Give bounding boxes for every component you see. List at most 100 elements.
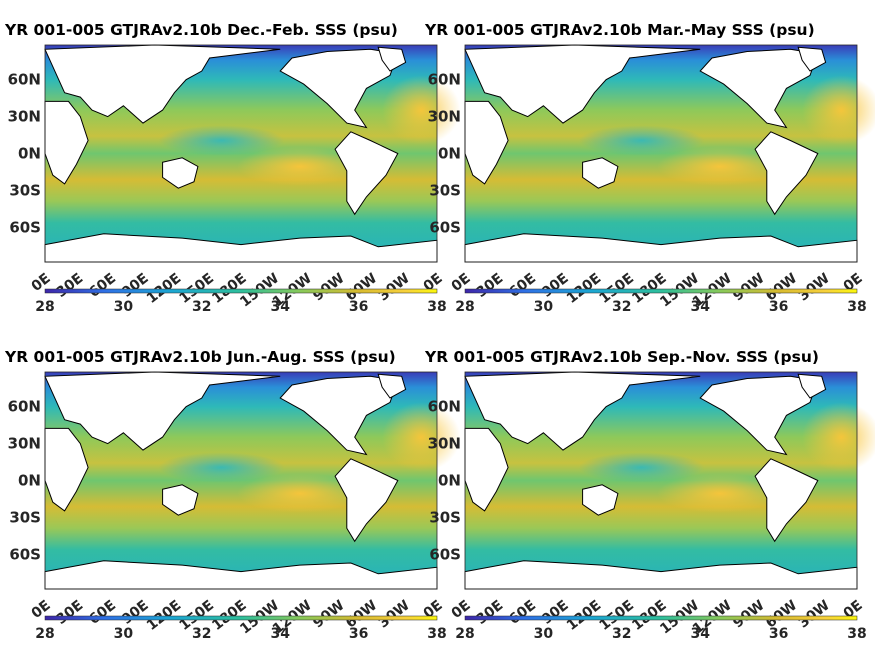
lon-tick-label: 90W — [310, 597, 347, 631]
lat-tick-label: 60S — [429, 218, 461, 236]
eurasia-land — [464, 44, 701, 124]
colorbar-tick-label: 36 — [349, 299, 368, 315]
panel-title: YR 001-005 GTJRAv2.10b Mar.-May SSS (psu… — [424, 21, 815, 39]
lat-tick-label: 60N — [428, 398, 461, 416]
colorbar-tick-label: 30 — [114, 299, 134, 315]
warm-pool-fresh — [578, 125, 705, 156]
map-panel: YR 001-005 GTJRAv2.10b Jun.-Aug. SSS (ps… — [4, 348, 461, 642]
lon-tick-label: 90W — [730, 597, 767, 631]
lat-tick-label: 60N — [8, 71, 41, 89]
australia-land — [162, 157, 199, 189]
africa-land — [44, 427, 89, 512]
lat-tick-label: 30S — [9, 508, 41, 526]
lon-tick-label: 30E — [474, 597, 507, 627]
subtropical-salinity-max — [237, 146, 363, 187]
lat-tick-label: 0N — [18, 472, 41, 490]
panel-title: YR 001-005 GTJRAv2.10b Dec.-Feb. SSS (ps… — [4, 21, 398, 39]
lon-tick-label: 30W — [796, 270, 833, 304]
lon-tick-label: 30W — [376, 597, 413, 631]
warm-pool-fresh — [158, 125, 285, 156]
colorbar-tick-label: 30 — [114, 626, 134, 642]
lat-tick-label: 60N — [428, 71, 461, 89]
panel-title: YR 001-005 GTJRAv2.10b Sep.-Nov. SSS (ps… — [424, 348, 819, 366]
lon-tick-label: 120E — [564, 270, 604, 306]
colorbar — [44, 288, 438, 294]
greenland-land — [377, 373, 407, 399]
australia-land — [582, 484, 619, 516]
lon-tick-label: 30E — [54, 270, 87, 300]
colorbar — [44, 615, 438, 621]
americas-south-land — [754, 458, 819, 543]
lon-tick-label: 30W — [796, 597, 833, 631]
colorbar-tick-label: 38 — [847, 299, 866, 315]
americas-south-land — [754, 131, 819, 216]
atlantic-salinity-max — [382, 402, 461, 472]
lat-tick-label: 30N — [428, 108, 461, 126]
americas-north-land — [699, 48, 819, 129]
lat-tick-label: 30S — [429, 508, 461, 526]
colorbar-tick-label: 34 — [690, 626, 710, 642]
map-panel: YR 001-005 GTJRAv2.10b Sep.-Nov. SSS (ps… — [424, 348, 875, 642]
lat-tick-label: 30N — [428, 435, 461, 453]
colorbar-tick-label: 38 — [427, 626, 446, 642]
subtropical-salinity-max — [657, 146, 783, 187]
lon-tick-label: 30E — [474, 270, 507, 300]
australia-land — [162, 484, 199, 516]
colorbar-tick-label: 28 — [35, 299, 54, 315]
lon-tick-label: 120E — [144, 597, 184, 633]
colorbar-tick-label: 32 — [612, 299, 631, 315]
greenland-land — [797, 46, 827, 72]
colorbar-tick-label: 36 — [349, 626, 368, 642]
lat-tick-label: 30S — [9, 181, 41, 199]
map-frame — [44, 44, 438, 263]
australia-land — [582, 157, 619, 189]
lon-tick-label: 120E — [144, 270, 184, 306]
colorbar-tick-label: 30 — [534, 299, 554, 315]
americas-south-land — [334, 131, 399, 216]
colorbar-tick-label: 34 — [270, 626, 290, 642]
lat-tick-label: 0N — [18, 145, 41, 163]
warm-pool-fresh — [578, 452, 705, 483]
lat-tick-label: 0N — [438, 145, 461, 163]
colorbar-tick-label: 32 — [192, 626, 211, 642]
colorbar-tick-label: 32 — [192, 299, 211, 315]
americas-north-land — [699, 375, 819, 456]
eurasia-land — [44, 371, 281, 451]
atlantic-salinity-max — [382, 75, 461, 145]
eurasia-land — [464, 371, 701, 451]
americas-north-land — [279, 48, 399, 129]
colorbar-tick-label: 30 — [534, 626, 554, 642]
lon-tick-label: 30W — [376, 270, 413, 304]
greenland-land — [797, 373, 827, 399]
colorbar-tick-label: 32 — [612, 626, 631, 642]
colorbar-tick-label: 34 — [270, 299, 290, 315]
lat-tick-label: 30N — [8, 108, 41, 126]
greenland-land — [377, 46, 407, 72]
colorbar-tick-label: 34 — [690, 299, 710, 315]
colorbar-tick-label: 28 — [35, 626, 54, 642]
colorbar-tick-label: 36 — [769, 626, 788, 642]
map-frame — [44, 371, 438, 590]
colorbar-tick-label: 38 — [847, 626, 866, 642]
lon-tick-label: 90W — [730, 270, 767, 304]
lat-tick-label: 60S — [429, 545, 461, 563]
lon-tick-label: 90W — [310, 270, 347, 304]
panel-title: YR 001-005 GTJRAv2.10b Jun.-Aug. SSS (ps… — [4, 348, 396, 366]
americas-south-land — [334, 458, 399, 543]
africa-land — [464, 100, 509, 185]
lon-tick-label: 60E — [506, 597, 539, 627]
colorbar-tick-label: 38 — [427, 299, 446, 315]
colorbar — [464, 288, 858, 294]
warm-pool-fresh — [158, 452, 285, 483]
map-panel: YR 001-005 GTJRAv2.10b Dec.-Feb. SSS (ps… — [4, 21, 461, 315]
colorbar-tick-label: 36 — [769, 299, 788, 315]
lon-tick-label: 120E — [564, 597, 604, 633]
subtropical-salinity-max — [657, 473, 783, 514]
subtropical-salinity-max — [237, 473, 363, 514]
colorbar-tick-label: 28 — [455, 299, 474, 315]
africa-land — [464, 427, 509, 512]
lat-tick-label: 30S — [429, 181, 461, 199]
eurasia-land — [44, 44, 281, 124]
lat-tick-label: 60S — [9, 545, 41, 563]
lat-tick-label: 60N — [8, 398, 41, 416]
